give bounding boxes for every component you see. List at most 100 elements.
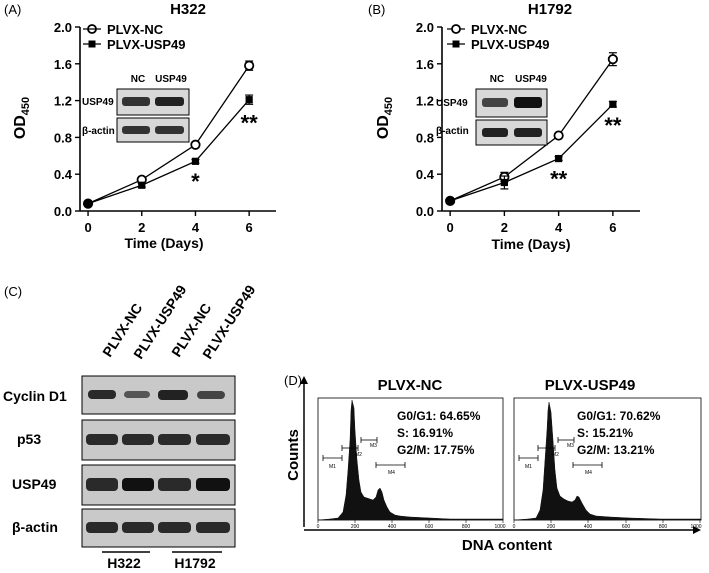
flow-stat: S: 16.91% [397,426,453,440]
gate-label-m4: M4 [388,470,395,476]
inset-western-blot: NC USP49 USP49 β-actin [82,74,190,143]
x-tick-label: 6 [609,220,616,235]
x-tick-label: 0 [84,220,91,235]
y-tick-label: 0.8 [416,130,434,145]
inset-band [482,98,508,107]
panel-label-a: (A) [4,2,21,17]
x-tick-label: 2 [501,220,508,235]
chart-axes: 0.0 0.4 0.8 1.2 1.6 2.0 0 2 4 6 [416,20,640,235]
inset-col-label-nc: NC [131,74,145,85]
flow-xtick-label: 1000 [494,524,505,530]
legend-label-usp49: PLVX-USP49 [471,37,550,52]
panel-label-d: (D) [284,373,302,388]
histogram [513,401,702,521]
xlabel: Time (Days) [491,236,570,252]
xlabel: Time (Days) [124,235,203,251]
data-point [245,96,253,104]
flow-stat: G0/G1: 70.62% [577,409,661,423]
band [158,434,191,445]
inset-col-label-nc: NC [490,74,504,85]
row-label-actin: β-actin [12,519,58,535]
inset-band [155,97,184,106]
inset-row-label-actin: β-actin [82,126,115,137]
row-label-cyclin-d1: Cyclin D1 [3,388,67,404]
band [196,522,230,533]
flow-plot-usp49: M1 M2 M3 M4 G0/G1: 70.62% S: 15.21% G2/M… [513,397,702,530]
flow-title-nc: PLVX-NC [378,377,443,394]
flow-cytometry-panel: (D) Counts DNA content PLVX-NC PLVX-USP4… [284,373,702,554]
legend-marker-usp49 [88,40,96,48]
flow-stat: G0/G1: 64.65% [397,409,481,423]
blot-row-usp49 [81,464,236,506]
inset-row-label-usp49: USP49 [82,97,114,108]
y-tick-label: 2.0 [54,20,72,35]
inset-band [482,128,508,137]
band [86,434,118,445]
blot-row-p53 [81,419,236,461]
flow-xtick-label: 0 [317,524,320,530]
inset-western-blot: NC USP49 USP49 β-actin [436,74,548,146]
flow-plot-nc: M1 M2 M3 M4 G0/G1: 64.65% S: 16.91% G2/M… [317,397,506,530]
series-line [449,103,614,202]
chart-series: ** ** [445,52,622,206]
chart-h1792: (B) H1792 0.0 0.4 0.8 1.2 1.6 2.0 0 2 4 6 ** ** PL… [368,1,640,252]
band [158,522,191,533]
inset-row-label-actin: β-actin [436,126,469,137]
western-blot-panel: (C) PLVX-NC PLVX-USP49 PLVX-NC PLVX-USP4… [3,282,259,571]
legend-marker-nc [451,24,461,34]
data-point [555,154,563,163]
flow-xtick-label: 200 [351,524,360,530]
group-label-h322: H322 [107,555,141,571]
band [196,478,230,491]
blot-row-actin [81,508,236,548]
legend-marker-usp49 [452,40,460,48]
x-tick-label: 4 [555,220,563,235]
y-tick-label: 0.0 [54,204,72,219]
flow-x-arrowhead [693,526,701,534]
ylabel-subscript: 450 [383,97,395,115]
y-tick-label: 0.0 [416,204,434,219]
ylabel: OD450 [375,97,395,139]
inset-band [514,97,542,108]
data-point [607,54,618,65]
legend-label-nc: PLVX-NC [471,22,528,37]
blot-row-cyclin-d1 [81,375,236,415]
panel-label-b: (B) [368,2,385,17]
series-line [87,99,250,205]
x-tick-label: 6 [246,220,253,235]
flow-xtick-label: 600 [425,524,434,530]
flow-xtick-label: 400 [584,524,593,530]
flow-ylabel: Counts [285,429,302,481]
band [122,522,154,533]
significance-mark: * [191,169,200,194]
row-label-p53: p53 [17,431,41,447]
gate-label-m1: M1 [525,464,532,470]
data-point [84,200,92,208]
chart-h322: (A) H322 0.00.40.81.21.62.00 2 4 6 *** PLVX… [4,1,276,251]
inset-col-label-usp49: USP49 [155,74,187,85]
y-tick-label: 1.6 [416,57,434,72]
significance-mark: ** [241,110,259,135]
flow-xtick-label: 800 [462,524,471,530]
gate-label-m1: M1 [329,464,336,470]
flow-xtick-label: 400 [388,524,397,530]
flow-xtick-label: 1000 [690,524,701,530]
data-point [191,157,200,165]
x-tick-label: 4 [192,220,200,235]
flow-xlabel: DNA content [462,537,552,554]
chart-title: H322 [170,1,206,18]
chart-title: H1792 [528,1,572,18]
flow-xtick-label: 600 [622,524,631,530]
gate-label-m3: M3 [370,443,377,449]
gate-label-m2: M2 [552,452,559,458]
ylabel-main: OD [12,115,29,139]
band [158,478,191,491]
legend-label-usp49: PLVX-USP49 [107,37,186,52]
flow-xtick-label: 200 [547,524,556,530]
group-label-h1792: H1792 [174,555,215,571]
chart-series: *** [82,60,259,209]
panel-label-c: (C) [4,284,22,299]
series-line [87,65,250,205]
inset-col-label-usp49: USP49 [515,74,547,85]
